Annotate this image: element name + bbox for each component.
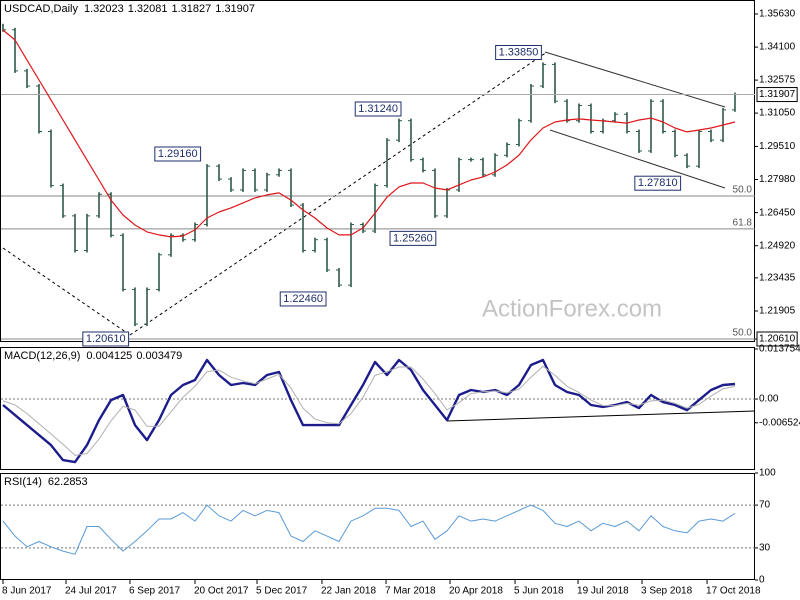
y-tick-label: 100 xyxy=(759,468,776,479)
y-tick-label: 0 xyxy=(759,575,765,586)
y-tick-label: 0.013754 xyxy=(759,344,800,355)
price-panel xyxy=(0,0,755,342)
annotation-label: 1.31240 xyxy=(358,103,398,115)
panel-title: USDCAD,Daily xyxy=(4,3,78,15)
y-tick-label: 1.20610 xyxy=(759,334,796,345)
macd-panel xyxy=(0,347,755,470)
y-tick-label: 1.26450 xyxy=(759,207,796,218)
x-tick-label: 24 Jul 2017 xyxy=(65,586,117,597)
last-price-box xyxy=(756,87,798,103)
x-tick-label: 20 Oct 2017 xyxy=(194,586,249,597)
y-tick-label: 1.27980 xyxy=(759,174,796,185)
series-line xyxy=(2,29,736,238)
panel-title: RSI(14) xyxy=(4,476,42,488)
y-tick-label: 1.24920 xyxy=(759,240,796,251)
y-tick-box xyxy=(756,331,798,347)
level-label: 50.0 xyxy=(733,328,753,339)
x-tick-label: 8 Jun 2017 xyxy=(2,586,52,597)
drawings xyxy=(2,51,756,422)
y-tick-label: 1.29510 xyxy=(759,141,796,152)
x-tick-label: 7 Mar 2018 xyxy=(385,586,436,597)
header-value: 1.32081 xyxy=(128,3,168,15)
annotation-label: 1.20610 xyxy=(86,333,126,345)
macd-trend-line xyxy=(446,410,756,422)
y-tick-label: 30 xyxy=(759,543,771,554)
trend-line xyxy=(2,247,131,336)
channel-line xyxy=(549,129,726,189)
x-tick-label: 6 Sep 2017 xyxy=(129,586,181,597)
header-value: 0.004125 xyxy=(86,350,132,362)
annotation-box xyxy=(154,146,202,162)
level-label: 50.0 xyxy=(733,185,753,196)
header-value: 0.003479 xyxy=(136,350,182,362)
header-value: 1.31827 xyxy=(172,3,212,15)
channel-line xyxy=(544,51,726,108)
y-tick-label: 0.00 xyxy=(759,394,779,405)
annotation-box xyxy=(82,331,130,347)
x-tick-label: 19 Jul 2018 xyxy=(577,586,629,597)
annotation-box xyxy=(389,230,437,246)
x-tick-label: 3 Sep 2018 xyxy=(641,586,693,597)
panel-title: MACD(12,26,9) xyxy=(4,350,80,362)
header-value: 1.32023 xyxy=(84,3,124,15)
header-value: 62.2853 xyxy=(48,476,88,488)
annotation-label: 1.33850 xyxy=(499,46,539,58)
y-tick-label: 1.31050 xyxy=(759,108,796,119)
rsi-panel xyxy=(0,473,755,580)
annotation-box xyxy=(634,175,682,191)
last-price-label: 1.31907 xyxy=(759,89,796,100)
y-tick-label: 1.23435 xyxy=(759,273,796,284)
annotation-label: 1.25260 xyxy=(393,232,433,244)
annotation-label: 1.29160 xyxy=(158,148,198,160)
series-line xyxy=(2,504,736,555)
y-tick-label: 1.21905 xyxy=(759,306,796,317)
series-line xyxy=(2,365,736,456)
x-tick-label: 17 Oct 2018 xyxy=(706,586,761,597)
y-tick-label: -0.006524 xyxy=(759,417,800,428)
y-tick-label: 70 xyxy=(759,500,771,511)
annotation-box xyxy=(279,291,327,307)
y-tick-label: 1.32575 xyxy=(759,75,796,86)
x-tick-label: 5 Jun 2018 xyxy=(514,586,564,597)
header-value: 1.31907 xyxy=(215,3,255,15)
annotation-label: 1.27810 xyxy=(638,177,678,189)
annotation-label: 1.22460 xyxy=(283,293,323,305)
annotation-box xyxy=(495,45,542,61)
y-tick-label: 1.35630 xyxy=(759,9,796,20)
x-tick-label: 22 Jan 2018 xyxy=(321,586,376,597)
x-tick-label: 20 Apr 2018 xyxy=(449,586,503,597)
annotation-box xyxy=(354,101,402,117)
watermark: ActionForex.com xyxy=(482,295,662,322)
level-label: 61.8 xyxy=(733,217,753,228)
y-tick-label: 1.34100 xyxy=(759,42,796,53)
x-tick-label: 5 Dec 2017 xyxy=(256,586,308,597)
